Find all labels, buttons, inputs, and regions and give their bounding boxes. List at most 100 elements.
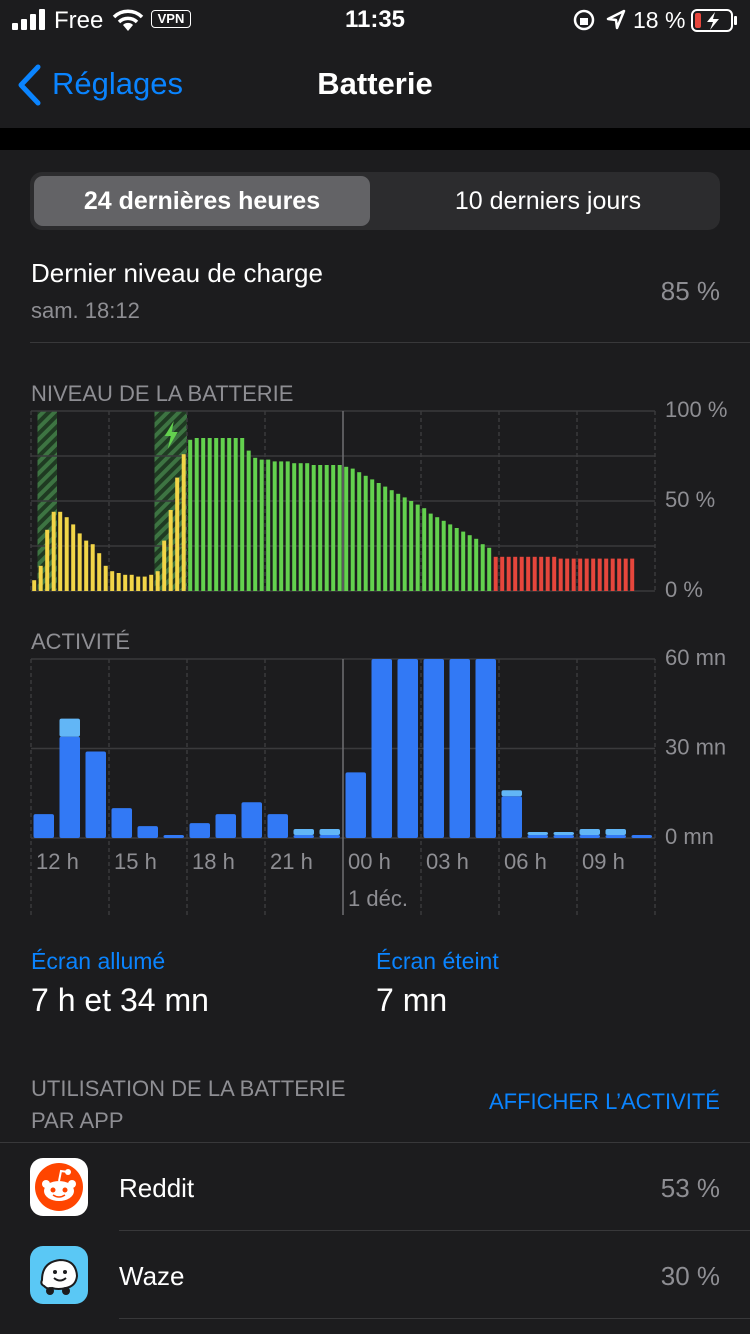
battery-bar: [77, 533, 82, 591]
app-name[interactable]: Reddit: [119, 1173, 195, 1203]
activity-bar: [59, 718, 80, 737]
battery-bar: [389, 490, 394, 591]
battery-bar: [71, 524, 76, 591]
activity-bar: [605, 835, 626, 838]
screen-off-value: 7 mn: [376, 982, 448, 1018]
battery-bar: [591, 558, 596, 591]
battery-bar: [253, 457, 258, 591]
battery-bar: [324, 465, 329, 591]
charts: 0 % 50 % 100 % 0 mn 30 mn 60 mn 12 h 15 h 18 h 21…: [30, 397, 727, 915]
battery-bar: [571, 558, 576, 591]
battery-bar: [266, 459, 271, 591]
battery-bar: [259, 459, 264, 591]
separator: [0, 1142, 750, 1143]
screen-off-label: Écran éteint: [376, 948, 499, 974]
activity-bar: [553, 832, 574, 836]
battery-bar: [604, 558, 609, 591]
battery-bar: [162, 540, 167, 591]
battery-bar: [84, 540, 89, 591]
battery-bar: [149, 574, 154, 591]
battery-bar: [539, 556, 544, 591]
battery-bar: [480, 544, 485, 591]
activity-bar: [59, 736, 80, 838]
x-tick-label: 18 h: [192, 849, 235, 874]
battery-bar: [51, 511, 56, 591]
status-icons: [573, 9, 626, 31]
battery-bar: [168, 510, 173, 591]
battery-bar: [578, 558, 583, 591]
battery-bar: [519, 556, 524, 591]
battery-bar: [370, 479, 375, 591]
separator: [119, 1230, 750, 1231]
battery-bar: [292, 463, 297, 591]
segment[interactable]: 24 dernières heures: [34, 176, 370, 226]
battery-bar: [298, 463, 303, 591]
activity-bar: [293, 829, 314, 836]
battery-bar: [129, 574, 134, 591]
battery-percent: 18 %: [633, 7, 686, 33]
activity-chart-title: ACTIVITÉ: [31, 629, 131, 654]
back-chevron[interactable]: [16, 64, 44, 106]
activity-bar: [267, 814, 288, 838]
reddit-icon: [30, 1158, 88, 1216]
usage-title: UTILISATION DE LA BATTERIE PAR APP: [31, 1076, 346, 1133]
battery-bar: [45, 529, 50, 591]
last-charge-time: sam. 18:12: [31, 298, 140, 323]
activity-bar: [527, 832, 548, 836]
battery-bar: [90, 544, 95, 591]
battery-bar: [584, 558, 589, 591]
show-activity[interactable]: AFFICHER L’ACTIVITÉ: [488, 1089, 720, 1114]
battery-bar: [201, 438, 206, 591]
activity-bar: [397, 659, 418, 838]
battery-bar: [233, 438, 238, 591]
y-tick-label: 100 %: [665, 397, 727, 422]
segment[interactable]: 10 derniers jours: [454, 187, 642, 215]
carrier: Free: [54, 7, 104, 34]
battery-bar: [428, 513, 433, 591]
battery-icon: [691, 9, 737, 32]
battery-bar: [155, 571, 160, 591]
battery-bar: [474, 538, 479, 591]
activity-bar: [345, 772, 366, 838]
battery-bar: [500, 556, 505, 591]
charging-bolt: [164, 421, 178, 449]
activity-bar: [241, 802, 262, 838]
battery-bar: [123, 574, 128, 591]
battery-bar: [454, 528, 459, 591]
battery-bar: [142, 576, 147, 591]
last-charge-label: Dernier niveau de charge: [31, 258, 323, 288]
activity-bar: [553, 835, 574, 838]
y-tick-label: 50 %: [665, 487, 715, 512]
activity-bar: [371, 659, 392, 838]
back-button[interactable]: Réglages: [52, 66, 183, 101]
activity-bar: [605, 829, 626, 836]
y-tick-label: 60 mn: [665, 645, 726, 670]
battery-bar: [552, 556, 557, 591]
battery-bar: [64, 517, 69, 591]
battery-bar: [441, 520, 446, 591]
battery-bar: [110, 571, 115, 591]
battery-bar: [493, 556, 498, 591]
activity-bar: [631, 835, 652, 838]
battery-bar: [136, 576, 141, 591]
battery-bar: [448, 524, 453, 591]
battery-bar: [617, 558, 622, 591]
battery-bar: [597, 558, 602, 591]
activity-bar: [215, 814, 236, 838]
activity-bar: [33, 814, 54, 838]
battery-bar: [506, 556, 511, 591]
battery-bar: [227, 438, 232, 591]
battery-bar: [337, 465, 342, 591]
wifi-icon: [112, 9, 144, 31]
activity-bar: [137, 826, 158, 838]
vpn-badge: VPN: [151, 10, 191, 28]
battery-bar: [630, 558, 635, 591]
battery-bar: [220, 438, 225, 591]
header-band: [0, 128, 750, 150]
battery-bar: [279, 461, 284, 591]
y-tick-label: 0 mn: [665, 824, 714, 849]
nav-title: Batterie: [317, 66, 433, 101]
activity-bar: [475, 659, 496, 838]
battery-bar: [116, 573, 121, 591]
app-name[interactable]: Waze: [119, 1261, 185, 1291]
